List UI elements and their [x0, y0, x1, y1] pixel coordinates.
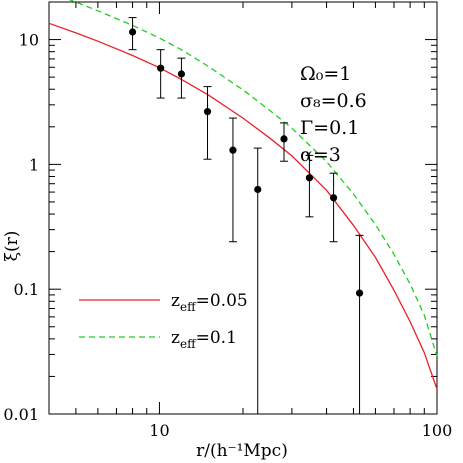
- data-point: [280, 135, 288, 143]
- data-point: [305, 174, 314, 182]
- y-axis-label: ξ(r): [2, 231, 22, 262]
- data-point: [203, 107, 212, 116]
- curve-z-eff-0-05: [48, 22, 438, 390]
- data-point: [157, 64, 165, 72]
- data-points: [128, 17, 364, 414]
- data-point: [329, 194, 338, 202]
- omega-label: Ω₀=1: [300, 63, 351, 85]
- y-tick-label: 0.01: [3, 405, 39, 424]
- legend: zeff=0.05 zeff=0.1: [79, 291, 248, 351]
- tick-labels: 10 100 0.01 0.1 1 10: [3, 31, 452, 440]
- axis-ticks: [48, 1, 438, 415]
- x-tick-label: 10: [149, 421, 169, 440]
- legend-label-z01: zeff=0.1: [171, 328, 237, 351]
- parameter-list: Ω₀=1 σ₈=0.6 Γ=0.1 α=3: [300, 63, 367, 166]
- y-tick-label: 10: [19, 31, 39, 50]
- x-tick-label: 100: [422, 421, 453, 440]
- gamma-label: Γ=0.1: [300, 117, 359, 139]
- data-point: [355, 289, 364, 297]
- curve-z-eff-0-1: [68, 0, 438, 357]
- sigma-label: σ₈=0.6: [300, 90, 367, 112]
- model-curves: [48, 0, 438, 390]
- plot-frame: [48, 1, 438, 415]
- data-point: [254, 185, 262, 194]
- x-axis-label: r/(h⁻¹Mpc): [196, 441, 288, 461]
- data-point: [128, 28, 137, 36]
- legend-label-z005: zeff=0.05: [171, 291, 248, 314]
- data-point: [229, 146, 237, 154]
- alpha-label: α=3: [300, 144, 341, 166]
- data-point: [177, 70, 186, 78]
- y-tick-label: 0.1: [14, 280, 39, 299]
- y-tick-label: 1: [29, 155, 39, 174]
